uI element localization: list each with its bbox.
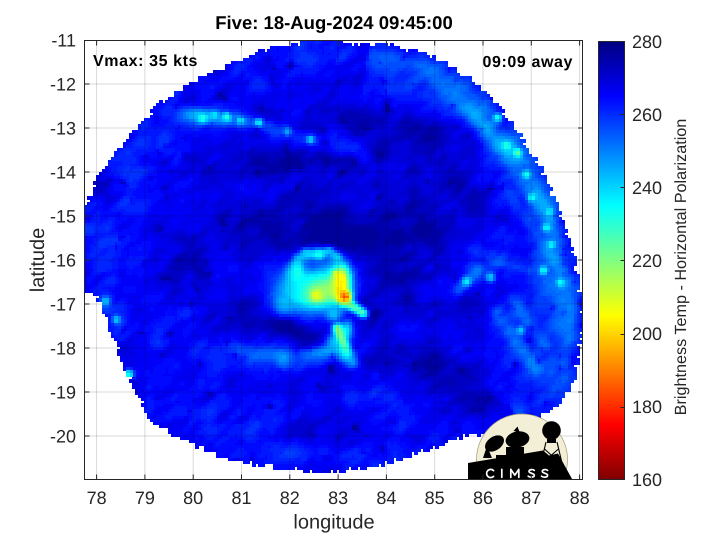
svg-text:260: 260 <box>632 105 662 125</box>
svg-text:-12: -12 <box>50 75 76 95</box>
svg-text:-11: -11 <box>51 31 76 51</box>
svg-text:Brightness Temp - Horizontal P: Brightness Temp - Horizontal Polarizatio… <box>672 119 690 416</box>
svg-text:87: 87 <box>521 488 541 508</box>
svg-text:180: 180 <box>632 397 662 417</box>
svg-text:-18: -18 <box>50 339 76 359</box>
svg-text:-20: -20 <box>50 427 76 447</box>
svg-text:85: 85 <box>425 488 445 508</box>
svg-text:160: 160 <box>632 470 662 490</box>
svg-text:09:09 away: 09:09 away <box>482 54 573 71</box>
svg-text:82: 82 <box>280 488 300 508</box>
svg-text:latitude: latitude <box>27 228 49 293</box>
svg-text:78: 78 <box>87 488 107 508</box>
svg-text:88: 88 <box>570 488 590 508</box>
svg-text:Vmax: 35 kts: Vmax: 35 kts <box>93 53 198 70</box>
svg-text:-15: -15 <box>50 207 76 227</box>
svg-text:86: 86 <box>473 488 493 508</box>
svg-text:220: 220 <box>632 251 662 271</box>
svg-text:-19: -19 <box>50 383 76 403</box>
svg-text:280: 280 <box>632 32 662 52</box>
svg-text:-14: -14 <box>50 163 76 183</box>
svg-text:Five: 18-Aug-2024 09:45:00: Five: 18-Aug-2024 09:45:00 <box>215 12 453 33</box>
svg-text:-17: -17 <box>50 295 76 315</box>
svg-text:81: 81 <box>231 488 251 508</box>
svg-text:longitude: longitude <box>293 512 374 534</box>
svg-text:83: 83 <box>328 488 348 508</box>
svg-text:-13: -13 <box>50 119 76 139</box>
svg-text:80: 80 <box>183 488 203 508</box>
svg-text:200: 200 <box>632 324 662 344</box>
svg-text:-16: -16 <box>50 251 76 271</box>
svg-text:240: 240 <box>632 178 662 198</box>
svg-text:79: 79 <box>135 488 155 508</box>
svg-text:84: 84 <box>376 488 396 508</box>
